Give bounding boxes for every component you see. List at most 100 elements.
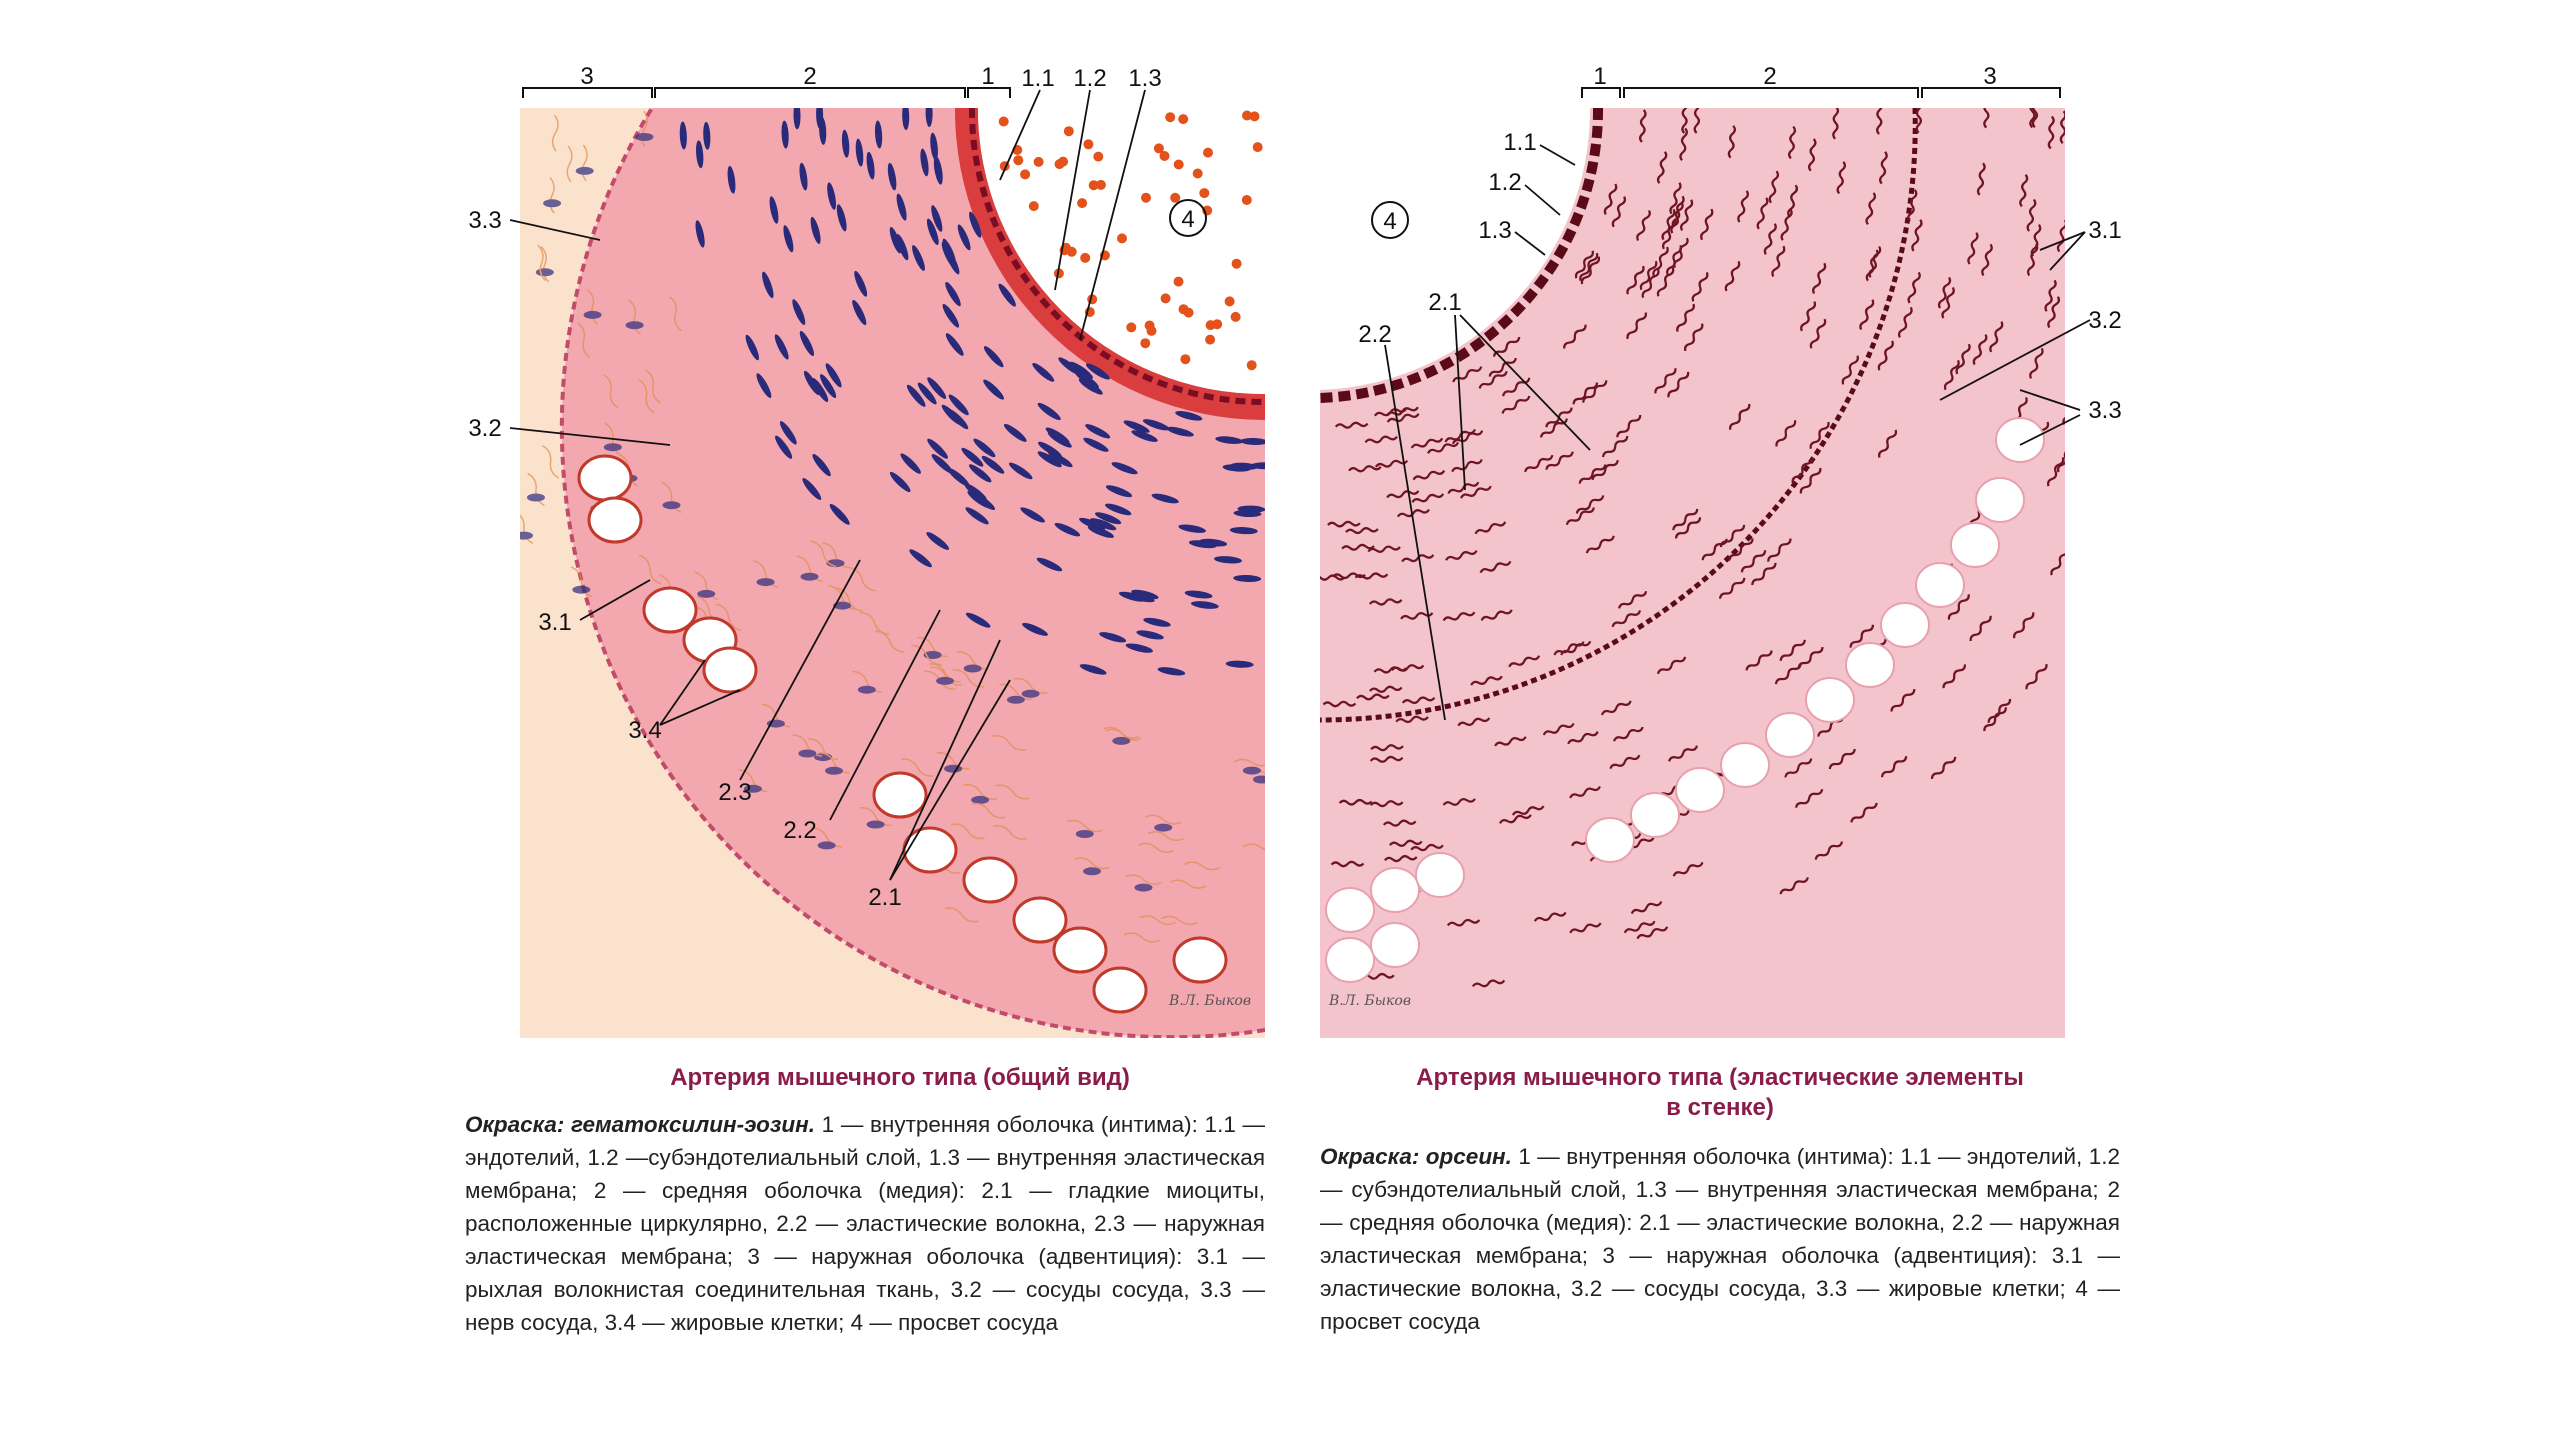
elastic-fiber (1751, 562, 1777, 586)
elastic-fiber (1672, 508, 1699, 531)
internal-elastic-membrane (968, 108, 1265, 406)
red-blood-cell (1160, 293, 1171, 304)
connective-fiber (944, 907, 979, 923)
smooth-muscle-nucleus (927, 377, 947, 399)
elastic-fiber (1602, 435, 1629, 458)
connective-fiber (429, 361, 446, 397)
elastic-fiber (1809, 421, 1830, 449)
smooth-muscle-nucleus (1083, 437, 1109, 452)
elastic-fiber (1395, 715, 1429, 724)
red-blood-cell (1141, 192, 1151, 203)
right-caption-title-line2: в стенке) (1666, 1094, 1774, 1121)
elastic-fiber (1389, 839, 1423, 847)
internal-elastic-membrane-orcein (1320, 108, 1604, 403)
elastic-fiber (1626, 312, 1647, 340)
fibroblast-nucleus (428, 383, 446, 391)
fat-cell (1325, 887, 1375, 933)
fibroblast-nucleus (1021, 689, 1040, 698)
elastic-fiber (1841, 355, 1859, 385)
elastic-fiber (1911, 219, 1923, 252)
elastic-fiber (1955, 343, 1971, 375)
connective-fiber (1145, 814, 1182, 825)
elastic-fiber (1401, 554, 1435, 563)
left-leader-lines (509, 89, 1146, 881)
smooth-muscle-nucleus (1225, 660, 1254, 668)
red-blood-cell (1165, 112, 1176, 123)
r-bracket-3: 3 (1983, 63, 1996, 90)
smooth-muscle-nucleus (802, 478, 822, 500)
elastic-fiber (1368, 598, 1403, 606)
elastic-fiber (1609, 754, 1641, 770)
fibroblast-nucleus (1006, 695, 1025, 704)
right-adipocytes (1325, 417, 2045, 983)
left-description: 1 — внутренняя оболочка (интима): 1.1 — … (465, 1112, 1265, 1335)
elastic-fiber (1545, 451, 1574, 470)
external-elastic-membrane (559, 108, 1265, 1038)
smooth-muscle-nucleus (981, 455, 1005, 474)
elastic-fiber (1591, 459, 1619, 481)
r-bracket-1: 1 (1593, 63, 1606, 90)
smooth-muscle-nucleus (1037, 451, 1062, 468)
connective-fiber (638, 554, 662, 585)
elastic-fiber (1494, 736, 1527, 747)
elastic-fiber (2173, 299, 2184, 331)
r-label-1-2: 1.2 (1488, 169, 1521, 196)
red-blood-cell (1088, 180, 1099, 191)
elastic-fiber (1828, 748, 1856, 770)
fat-cell (1720, 742, 1770, 788)
fibroblast-nucleus (971, 795, 990, 804)
elastic-fiber (2217, 103, 2221, 135)
elastic-fiber (1779, 877, 1809, 895)
connective-fiber (603, 374, 619, 409)
elastic-fiber (1616, 414, 1642, 438)
fibroblast-nucleus (743, 784, 762, 793)
fat-cell (642, 586, 698, 634)
smooth-muscle-nucleus (1118, 591, 1147, 602)
elastic-fiber (1348, 465, 1382, 473)
fibroblast-nucleus (543, 199, 562, 208)
red-blood-cell (1199, 188, 1210, 199)
smooth-muscle-nucleus (957, 224, 971, 251)
connective-fiber (835, 586, 863, 612)
smooth-muscle-nucleus (906, 384, 926, 407)
red-blood-cell (1242, 110, 1252, 121)
smooth-muscle-nucleus (1240, 437, 1265, 446)
elastic-fiber (2124, 179, 2131, 211)
right-signature: В.Л. Быков (1328, 993, 1411, 1009)
smooth-muscle-nucleus (1184, 590, 1213, 599)
elastic-fiber (1639, 260, 1658, 291)
fibroblast-nucleus (866, 820, 885, 829)
connective-fiber (1125, 874, 1162, 885)
elastic-fiber (1369, 800, 1404, 808)
smooth-muscle-nucleus (1047, 431, 1072, 448)
label-4: 4 (1181, 206, 1194, 233)
fibroblast-nucleus (1154, 823, 1173, 832)
elastic-fiber (1969, 615, 1992, 642)
elastic-fiber (1693, 108, 1701, 134)
elastic-fiber (1636, 209, 1651, 241)
smooth-muscle-nucleus (756, 373, 772, 398)
smooth-muscle-nucleus (1143, 617, 1171, 627)
red-blood-cell (1053, 268, 1064, 279)
connective-fiber (537, 244, 547, 282)
label-3-2: 3.2 (468, 415, 501, 442)
elastic-fiber (1574, 250, 1594, 279)
smooth-muscle-nucleus (1250, 462, 1265, 470)
smooth-muscle-nucleus (827, 182, 837, 210)
smooth-muscle-nucleus (1166, 426, 1194, 437)
smooth-muscle-nucleus (874, 120, 883, 149)
elastic-fiber (2082, 532, 2101, 562)
left-plate-image (428, 108, 1265, 1038)
elastic-fiber (1524, 454, 1554, 473)
smooth-muscle-nucleus (931, 205, 943, 232)
smooth-muscle-nucleus (1079, 517, 1106, 531)
elastic-fiber (1563, 324, 1587, 349)
smooth-muscle-nucleus (973, 438, 996, 458)
label-2-1: 2.1 (868, 884, 901, 911)
fibroblast-nucleus (963, 664, 982, 673)
smooth-muscle-nucleus (783, 225, 794, 253)
fat-cell (1675, 767, 1725, 813)
connective-fiber (1103, 726, 1140, 739)
elastic-fiber (1330, 860, 1365, 868)
connective-fiber (992, 735, 1027, 751)
